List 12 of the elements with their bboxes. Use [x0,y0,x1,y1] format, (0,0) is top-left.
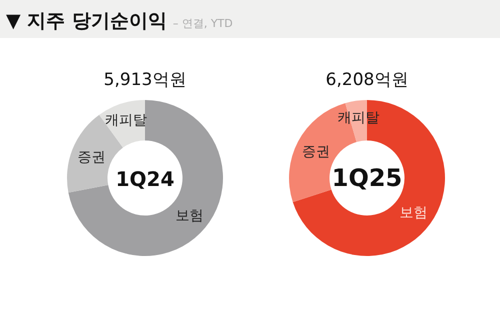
slice-label: 캐피탈 [337,110,380,126]
text: 1Q25 [332,164,402,192]
chart-title: 5,913억원 [104,70,186,90]
chart-title: 6,208억원 [326,70,408,90]
slice-label: 증권 [302,144,330,160]
slice-label: 보험 [400,204,428,221]
slice-label: 보험 [175,208,204,224]
text: ▼ 지주 당기순이익 [6,10,167,32]
slice-label: 증권 [77,150,106,166]
text: 1Q24 [116,167,174,191]
text: – 연결, YTD [172,17,233,30]
slice-label: 캐피탈 [104,112,147,128]
